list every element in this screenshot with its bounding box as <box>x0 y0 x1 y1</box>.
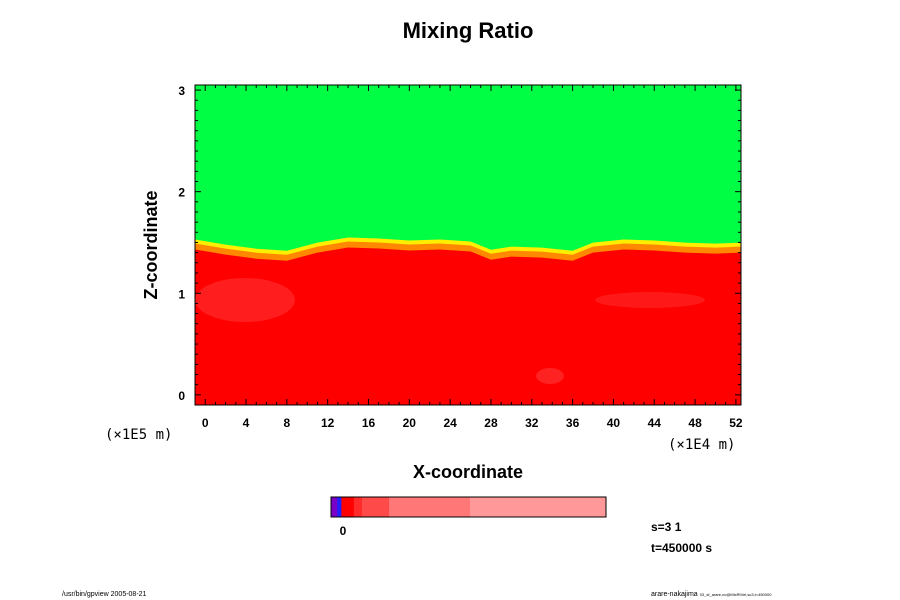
footer-right: arare-nakajima 03_sf_arare,nc@MixRtVel,sc… <box>651 591 772 598</box>
x-tick-label: 28 <box>484 416 498 430</box>
x-tick-label: 44 <box>648 416 662 430</box>
colorbar-swatch <box>470 497 607 517</box>
x-scale-note: (×1E4 m) <box>668 437 735 453</box>
colorbar-swatch <box>337 497 342 517</box>
x-tick-label: 24 <box>443 416 457 430</box>
y-scale-note: (×1E5 m) <box>105 427 172 443</box>
x-tick-label: 40 <box>607 416 621 430</box>
x-tick-label: 12 <box>321 416 335 430</box>
y-tick-label: 3 <box>178 84 185 98</box>
colorbar-swatch <box>353 497 363 517</box>
x-tick-label: 20 <box>403 416 417 430</box>
y-ticks: 0 1 2 3 <box>178 84 741 403</box>
colorbar-swatch <box>362 497 390 517</box>
colorbar-swatch <box>389 497 471 517</box>
colorbar-swatch <box>348 497 355 517</box>
y-tick-label: 2 <box>178 186 185 200</box>
x-tick-label: 52 <box>729 416 743 430</box>
x-tick-label: 36 <box>566 416 580 430</box>
footer-left: /usr/bin/gpview 2005-08-21 <box>62 591 147 598</box>
x-tick-label: 4 <box>243 416 250 430</box>
region-lower <box>195 247 741 405</box>
y-tick-label: 1 <box>178 287 185 301</box>
y-axis-title: Z-coordinate <box>141 190 161 299</box>
x-axis-title: X-coordinate <box>413 462 523 482</box>
t-value: t=450000 s <box>651 541 712 555</box>
x-tick-label: 0 <box>202 416 209 430</box>
y-tick-label: 0 <box>178 389 185 403</box>
colorbar <box>331 497 607 517</box>
x-ticks: 0 4 8 12 16 20 24 28 32 36 40 44 48 52 <box>202 85 743 430</box>
footer-right-main: arare-nakajima <box>651 591 698 598</box>
lower-lighter-patch <box>195 278 295 322</box>
colorbar-swatch <box>341 497 349 517</box>
colorbar-frame <box>330 496 607 518</box>
footer-right-sub: 03_sf_arare,nc@MixRtVel,sc3,t=450000 <box>700 592 773 597</box>
colorbar-label: 0 <box>340 524 347 538</box>
x-tick-label: 32 <box>525 416 539 430</box>
colorbar-swatch <box>331 497 338 517</box>
chart-title: Mixing Ratio <box>403 18 534 43</box>
x-tick-label: 16 <box>362 416 376 430</box>
s-value: s=3 1 <box>651 520 682 534</box>
lower-lighter-patch <box>595 292 705 308</box>
x-tick-label: 48 <box>688 416 702 430</box>
plot-frame <box>194 84 742 406</box>
lower-lighter-patch <box>536 368 564 384</box>
x-tick-label: 8 <box>284 416 291 430</box>
